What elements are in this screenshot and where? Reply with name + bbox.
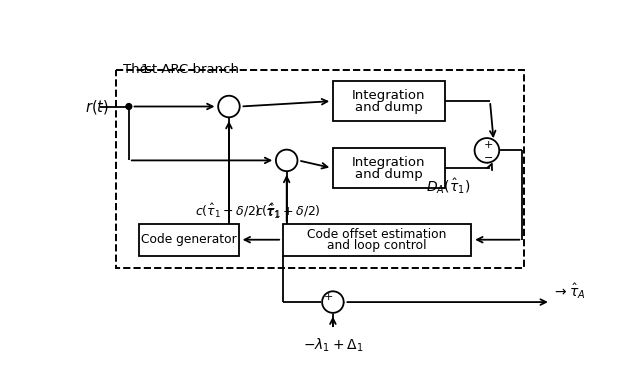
Text: $\hat{\tau}_1$: $\hat{\tau}_1$ <box>266 203 281 221</box>
Text: $c(\hat{\tau}_1 + \delta/2)$: $c(\hat{\tau}_1 + \delta/2)$ <box>255 202 321 220</box>
Text: $\it{1}$: $\it{1}$ <box>140 63 149 76</box>
Text: and dump: and dump <box>355 168 423 181</box>
Circle shape <box>218 96 240 117</box>
Circle shape <box>322 291 344 313</box>
Bar <box>139 224 239 256</box>
Circle shape <box>126 104 132 109</box>
Text: st ARC branch: st ARC branch <box>145 63 239 76</box>
Text: $D_A(\hat{\tau}_1)$: $D_A(\hat{\tau}_1)$ <box>426 176 471 196</box>
Text: $c(\hat{\tau}_1 - \delta/2)$: $c(\hat{\tau}_1 - \delta/2)$ <box>195 202 260 220</box>
Text: −: − <box>484 153 493 163</box>
Text: $-\lambda_1 + \Delta_1$: $-\lambda_1 + \Delta_1$ <box>303 337 363 354</box>
Text: Integration: Integration <box>352 89 425 102</box>
Text: Code generator: Code generator <box>141 233 237 246</box>
Text: +: + <box>484 140 493 150</box>
Circle shape <box>276 150 297 171</box>
Text: and loop control: and loop control <box>328 239 427 252</box>
Text: Integration: Integration <box>352 156 425 169</box>
Text: Code offset estimation: Code offset estimation <box>308 228 447 241</box>
Bar <box>333 148 444 188</box>
Text: +: + <box>324 292 333 302</box>
Bar <box>283 224 472 256</box>
Circle shape <box>475 138 499 163</box>
Text: The: The <box>124 63 153 76</box>
Text: $r(t)$: $r(t)$ <box>85 98 109 116</box>
Bar <box>333 81 444 121</box>
Text: $\rightarrow\hat{\tau}_A$: $\rightarrow\hat{\tau}_A$ <box>552 281 586 301</box>
Bar <box>116 70 524 268</box>
Text: and dump: and dump <box>355 101 423 114</box>
